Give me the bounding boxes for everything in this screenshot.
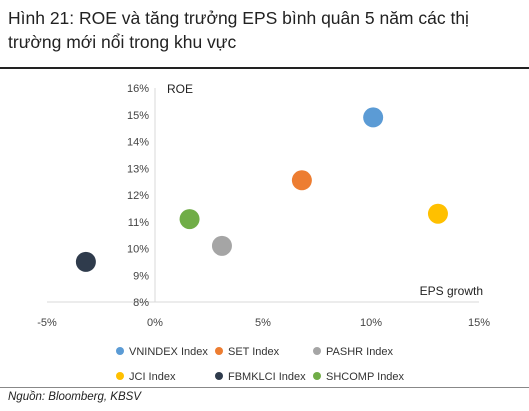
legend-label: JCI Index bbox=[129, 371, 176, 383]
legend-marker bbox=[313, 372, 321, 380]
legend: VNINDEX Index SET Index PASHR Index JCI Ind… bbox=[116, 346, 405, 383]
legend-marker bbox=[215, 347, 223, 355]
legend-marker bbox=[313, 347, 321, 355]
y-tick-label: 11% bbox=[128, 217, 149, 229]
source-divider bbox=[0, 387, 529, 388]
axes bbox=[47, 88, 479, 303]
legend-label: SHCOMP Index bbox=[326, 371, 405, 383]
legend-label: PASHR Index bbox=[326, 346, 394, 358]
legend-label: VNINDEX Index bbox=[129, 346, 208, 358]
x-axis-title: EPS growth bbox=[420, 284, 483, 298]
data-point bbox=[291, 170, 312, 191]
scatter-chart: 8%9%10%11%12%13%14%15%16% -5% 0% 5% 10% 15% … bbox=[37, 82, 490, 383]
x-tick-label: 15% bbox=[468, 317, 490, 329]
data-points bbox=[75, 107, 448, 272]
legend-label: SET Index bbox=[228, 346, 280, 358]
y-tick-label: 9% bbox=[133, 270, 149, 282]
data-point bbox=[427, 203, 448, 224]
legend-marker bbox=[116, 347, 124, 355]
y-tick-labels: 8% 9% 10% 11% 12% 13% 14% 15% 16% bbox=[127, 83, 149, 309]
figure-title: Hình 21: ROE và tăng trưởng EPS bình quâ… bbox=[8, 8, 469, 52]
data-point bbox=[75, 251, 96, 272]
y-tick-label: 13% bbox=[127, 163, 149, 175]
legend-label: FBMKLCI Index bbox=[228, 371, 306, 383]
x-tick-label: 10% bbox=[360, 317, 382, 329]
y-tick-label: 12% bbox=[127, 190, 149, 202]
y-tick-label: 14% bbox=[127, 137, 149, 149]
x-tick-label: 0% bbox=[147, 317, 163, 329]
legend-marker bbox=[215, 372, 223, 380]
title-divider bbox=[0, 67, 529, 69]
y-tick-label: 10% bbox=[127, 244, 149, 256]
data-point bbox=[179, 209, 200, 230]
data-point bbox=[363, 107, 384, 128]
source-note: Nguồn: Bloomberg, KBSV bbox=[8, 391, 141, 403]
y-tick-label: 15% bbox=[127, 110, 149, 122]
y-axis-title: ROE bbox=[167, 82, 193, 96]
x-tick-label: -5% bbox=[37, 317, 57, 329]
x-tick-labels: -5% 0% 5% 10% 15% bbox=[37, 317, 490, 329]
data-point bbox=[211, 235, 232, 256]
legend-marker bbox=[116, 372, 124, 380]
y-tick-label: 8% bbox=[133, 297, 149, 309]
x-tick-label: 5% bbox=[255, 317, 271, 329]
y-tick-label: 16% bbox=[127, 83, 149, 95]
